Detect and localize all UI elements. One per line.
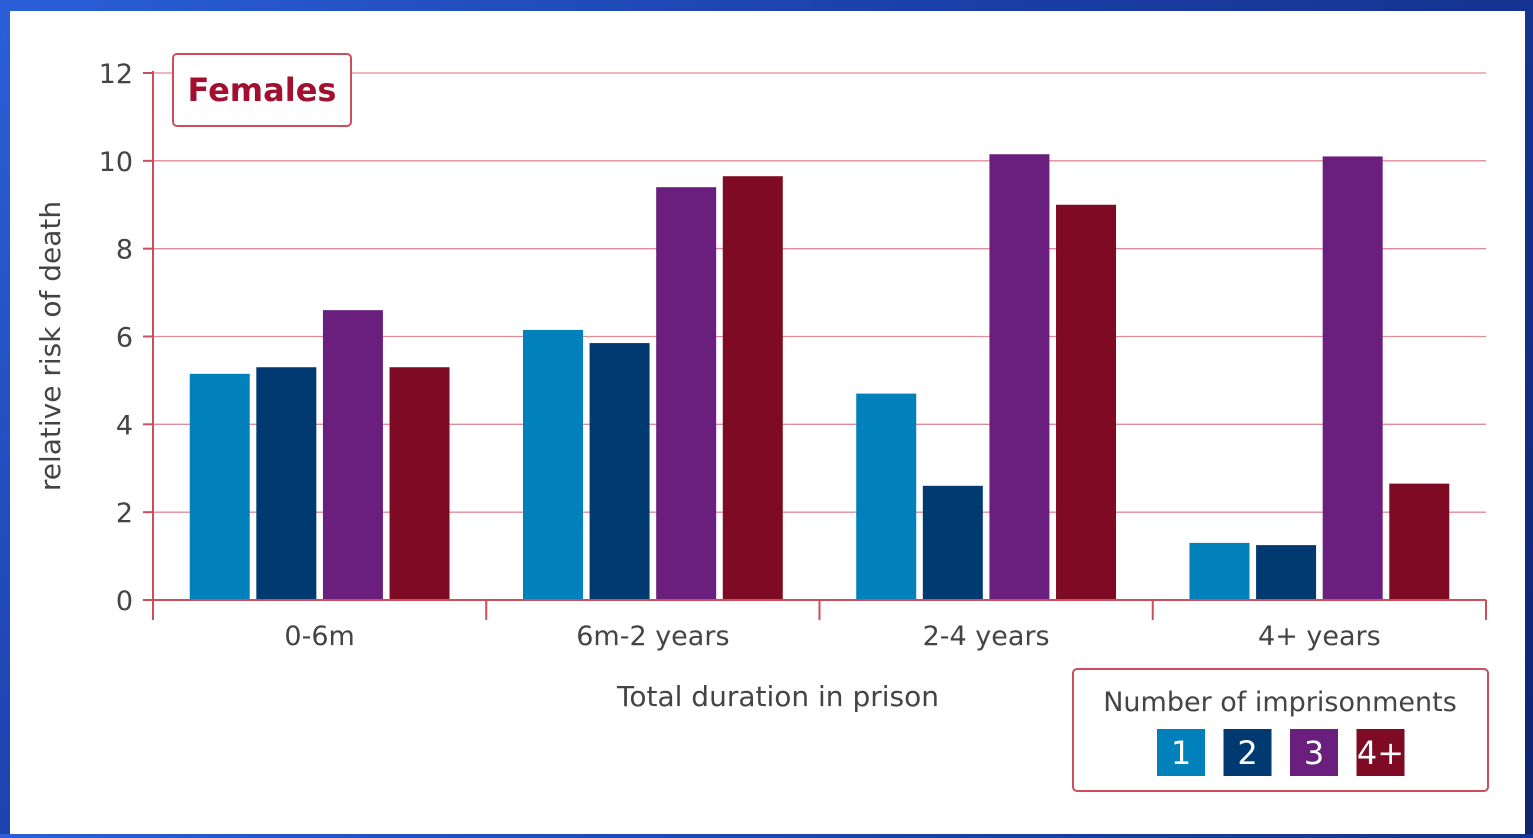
- bar-2-4years-series-3: [989, 154, 1050, 600]
- legend-swatch-4+: [1356, 729, 1405, 776]
- y-tick-label: 8: [116, 235, 133, 266]
- legend-swatch-3: [1290, 729, 1338, 776]
- bar-4+years-series-4+: [1389, 483, 1450, 600]
- bar-0-6m-series-4+: [389, 367, 450, 600]
- bar-2-4years-series-2: [922, 485, 983, 600]
- bar-4+years-series-2: [1256, 545, 1317, 600]
- chart-frame: 0 2 4 6 8 10 12 0-6m 6m-2 years 2-4 years 4+ year…: [10, 11, 1525, 834]
- bar-6m-2years-series-3: [656, 187, 717, 600]
- legend-swatch-1: [1157, 729, 1205, 776]
- bar-2-4years-series-4+: [1056, 204, 1117, 600]
- y-tick-label: 0: [116, 586, 133, 617]
- legend-swatch-2: [1223, 729, 1272, 776]
- x-axis-label: Total duration in prison: [616, 680, 939, 713]
- bar-6m-2years-series-4+: [722, 176, 783, 600]
- y-tick-label: 2: [116, 498, 133, 529]
- bars: [189, 154, 1450, 601]
- legend-title: Number of imprisonments: [1103, 687, 1457, 718]
- legend: Number of imprisonments 1 2 3 4+: [1072, 668, 1489, 792]
- bar-6m-2years-series-1: [522, 329, 583, 600]
- legend-items: 1 2 3 4+: [1157, 729, 1405, 776]
- y-tick-label: 4: [116, 410, 133, 441]
- y-tick-label: 10: [99, 147, 133, 178]
- x-tick-label: 0-6m: [284, 621, 354, 652]
- x-tick-label: 6m-2 years: [576, 621, 729, 652]
- x-tick-label: 4+ years: [1258, 621, 1381, 652]
- bar-4+years-series-3: [1322, 156, 1383, 601]
- legend-label-1: 1: [1171, 734, 1191, 772]
- axes: [143, 71, 1487, 620]
- legend-label-3: 3: [1304, 734, 1324, 772]
- bar-0-6m-series-2: [256, 367, 317, 600]
- bar-0-6m-series-1: [189, 373, 250, 600]
- x-tick-labels: 0-6m 6m-2 years 2-4 years 4+ years: [284, 621, 1380, 652]
- bar-2-4years-series-1: [856, 393, 917, 600]
- bar-0-6m-series-3: [322, 310, 383, 600]
- y-tick-labels: 0 2 4 6 8 10 12: [99, 59, 133, 617]
- legend-label-4+: 4+: [1357, 734, 1404, 772]
- chart-title: Females: [188, 71, 337, 109]
- y-axis-label: relative risk of death: [34, 201, 67, 491]
- y-tick-label: 6: [116, 323, 133, 354]
- bar-4+years-series-1: [1189, 542, 1250, 600]
- bar-6m-2years-series-2: [589, 343, 650, 600]
- legend-label-2: 2: [1237, 734, 1257, 772]
- y-tick-label: 12: [99, 59, 133, 90]
- title-box: Females: [172, 53, 352, 127]
- x-tick-label: 2-4 years: [923, 621, 1050, 652]
